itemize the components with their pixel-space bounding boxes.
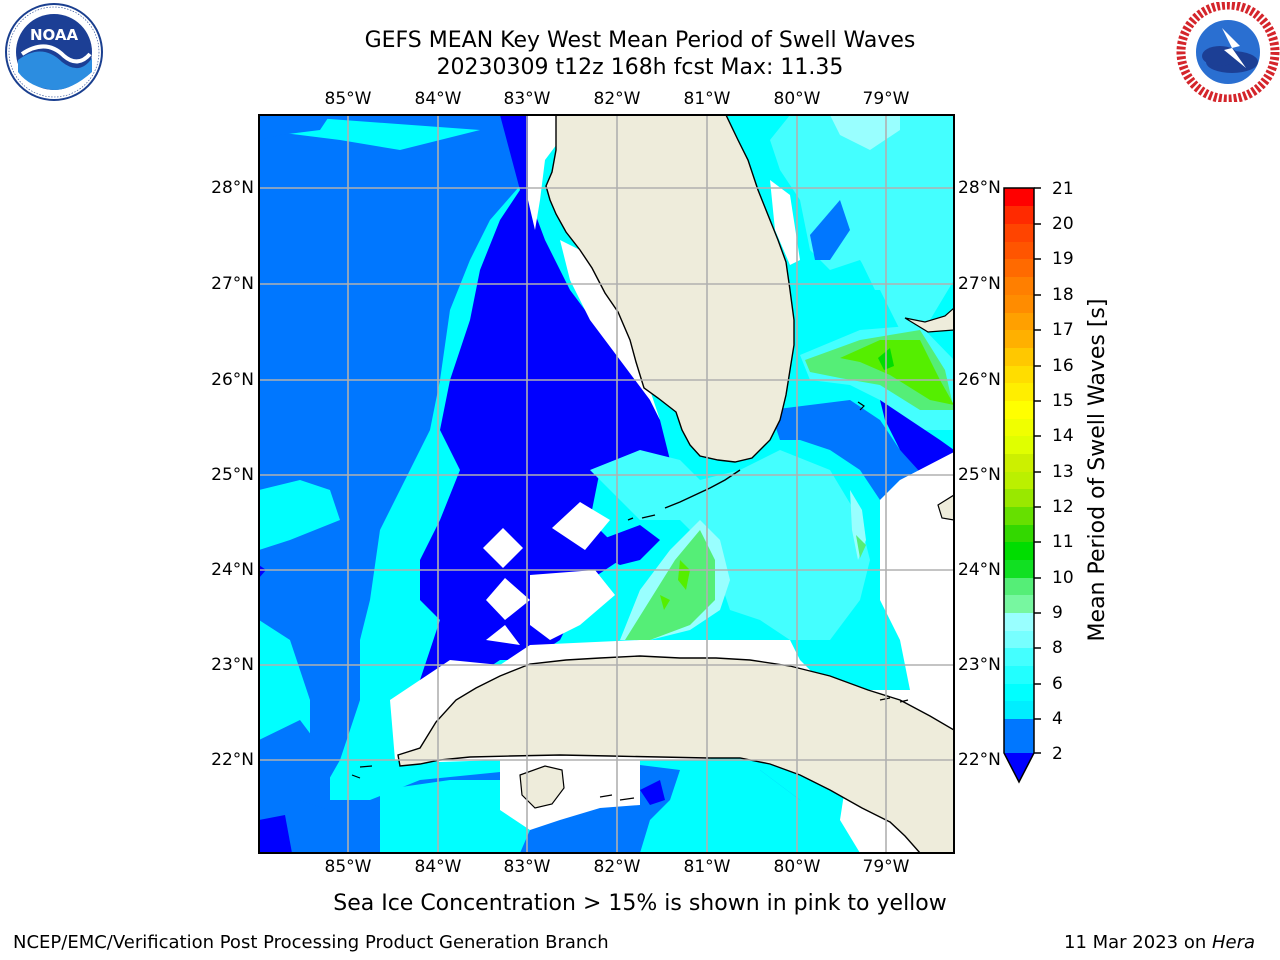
footer-date: 11 Mar 2023 on Hera — [1064, 932, 1255, 954]
lat-label-left-27n: 27°N — [211, 274, 254, 294]
footer-date-text: 11 Mar 2023 on — [1064, 932, 1212, 953]
lon-label-top-84w: 84°W — [414, 89, 462, 109]
colorbar-tick-21: 21 — [1052, 179, 1074, 199]
lat-label-right-28n: 28°N — [958, 178, 1001, 198]
footer-branch: NCEP/EMC/Verification Post Processing Pr… — [13, 932, 609, 953]
noaa-logo-text: NOAA — [30, 26, 79, 44]
lon-label-top-79w: 79°W — [862, 89, 910, 109]
lon-label-top-81w: 81°W — [683, 89, 731, 109]
colorbar-tick-12: 12 — [1052, 497, 1074, 517]
lon-label-bottom-80w: 80°W — [773, 857, 821, 877]
lat-label-left-28n: 28°N — [211, 178, 254, 198]
map-subtitle: 20230309 t12z 168h fcst Max: 11.35 — [436, 55, 844, 80]
noaa-logo-icon: NOAA — [2, 2, 106, 102]
lat-label-right-25n: 25°N — [958, 465, 1001, 485]
colorbar-tick-14: 14 — [1052, 426, 1074, 446]
sea-ice-note: Sea Ice Concentration > 15% is shown in … — [333, 891, 947, 916]
lat-label-right-23n: 23°N — [958, 655, 1001, 675]
lon-label-bottom-85w: 85°W — [324, 857, 372, 877]
colorbar-tick-8: 8 — [1052, 638, 1063, 658]
colorbar-tick-10: 10 — [1052, 568, 1074, 588]
colorbar-tick-16: 16 — [1052, 356, 1074, 376]
colorbar-label: Mean Period of Swell Waves [s] — [1085, 298, 1110, 642]
lat-label-right-24n: 24°N — [958, 560, 1001, 580]
colorbar-tick-19: 19 — [1052, 249, 1074, 269]
colorbar-tick-15: 15 — [1052, 391, 1074, 411]
lat-label-left-22n: 22°N — [211, 750, 254, 770]
lon-label-top-82w: 82°W — [593, 89, 641, 109]
colorbar-tick-18: 18 — [1052, 285, 1074, 305]
lon-label-bottom-79w: 79°W — [862, 857, 910, 877]
lat-label-right-27n: 27°N — [958, 274, 1001, 294]
colorbar-tick-17: 17 — [1052, 320, 1074, 340]
colorbar — [1004, 188, 1034, 782]
lat-label-left-25n: 25°N — [211, 465, 254, 485]
colorbar-tick-9: 9 — [1052, 603, 1063, 623]
lon-label-bottom-81w: 81°W — [683, 857, 731, 877]
lon-label-top-83w: 83°W — [503, 89, 551, 109]
lat-label-left-26n: 26°N — [211, 370, 254, 390]
colorbar-tick-13: 13 — [1052, 462, 1074, 482]
lat-label-left-23n: 23°N — [211, 655, 254, 675]
footer-host: Hera — [1211, 932, 1256, 953]
colorbar-tick-11: 11 — [1052, 532, 1074, 552]
lon-label-bottom-82w: 82°W — [593, 857, 641, 877]
colorbar-tick-2: 2 — [1052, 744, 1063, 764]
colorbar-tick-6: 6 — [1052, 674, 1063, 694]
lat-label-left-24n: 24°N — [211, 560, 254, 580]
nws-logo-icon — [1176, 2, 1280, 102]
lon-label-bottom-83w: 83°W — [503, 857, 551, 877]
map-title: GEFS MEAN Key West Mean Period of Swell … — [364, 28, 916, 53]
lat-label-right-22n: 22°N — [958, 750, 1001, 770]
colorbar-tick-20: 20 — [1052, 214, 1074, 234]
lon-label-top-85w: 85°W — [324, 89, 372, 109]
lon-label-bottom-84w: 84°W — [414, 857, 462, 877]
lon-label-top-80w: 80°W — [773, 89, 821, 109]
colorbar-tick-4: 4 — [1052, 709, 1063, 729]
lat-label-right-26n: 26°N — [958, 370, 1001, 390]
